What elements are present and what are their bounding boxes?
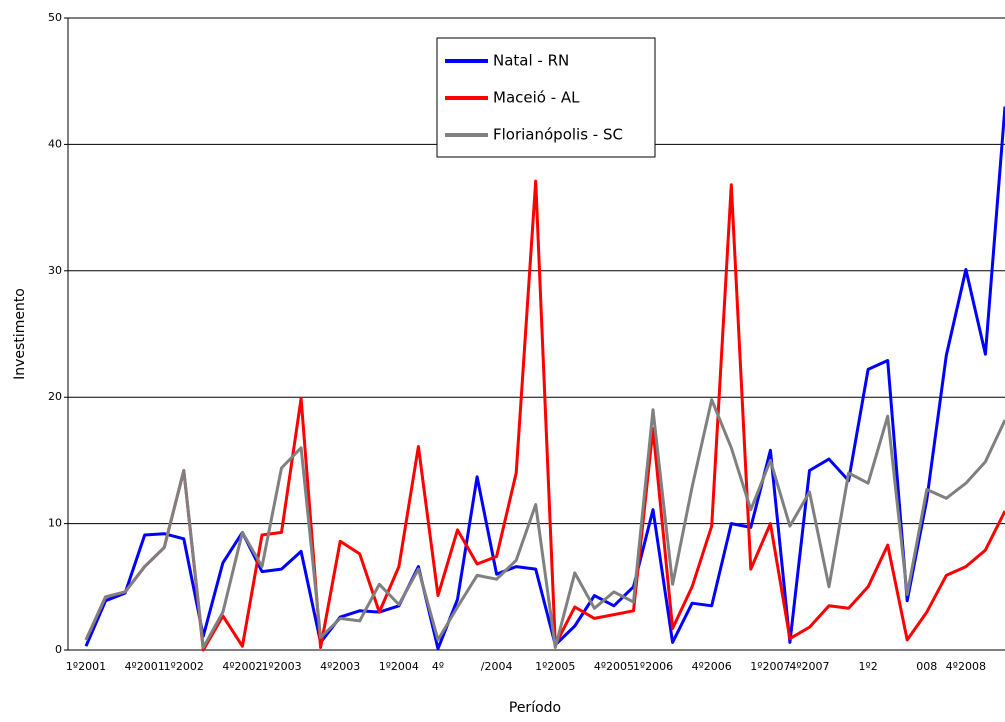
x-tick-label: 4º2008	[946, 660, 986, 673]
legend-label: Florianópolis - SC	[493, 126, 623, 144]
x-tick-label: 4º2003	[320, 660, 360, 673]
x-tick-label: 1º2003	[261, 660, 301, 673]
data-line	[84, 106, 1005, 651]
x-tick-label: 4º2005	[594, 660, 634, 673]
y-tick-label: 30	[48, 264, 62, 277]
x-tick-label: 4º2006	[692, 660, 732, 673]
x-axis-label: Período	[509, 700, 561, 716]
y-axis-label: Investimento	[12, 288, 28, 380]
data-line	[84, 179, 1005, 652]
x-tick-label: 4º2002	[222, 660, 262, 673]
x-tick-label: 1º2002	[164, 660, 204, 673]
x-tick-label: 4º	[432, 660, 444, 673]
y-tick-label: 40	[48, 137, 62, 150]
x-tick-label: 1º2005	[535, 660, 575, 673]
x-tick-label: 1º2004	[379, 660, 419, 673]
legend-label: Natal - RN	[493, 52, 569, 70]
x-tick-label: /2004	[481, 660, 513, 673]
x-tick-label: 008	[916, 660, 937, 673]
data-line	[84, 398, 1005, 649]
y-tick-label: 50	[48, 11, 62, 24]
x-tick-label: 1º2001	[66, 660, 106, 673]
x-tick-label: 4º2007	[789, 660, 829, 673]
y-tick-label: 10	[48, 517, 62, 530]
x-tick-label: 1º2007	[750, 660, 790, 673]
x-tick-label: 1º2006	[633, 660, 673, 673]
y-tick-label: 0	[55, 643, 62, 656]
x-tick-label: 4º2001	[125, 660, 165, 673]
x-tick-label: 1º2	[859, 660, 878, 673]
legend-label: Maceió - AL	[493, 89, 580, 107]
y-tick-label: 20	[48, 390, 62, 403]
